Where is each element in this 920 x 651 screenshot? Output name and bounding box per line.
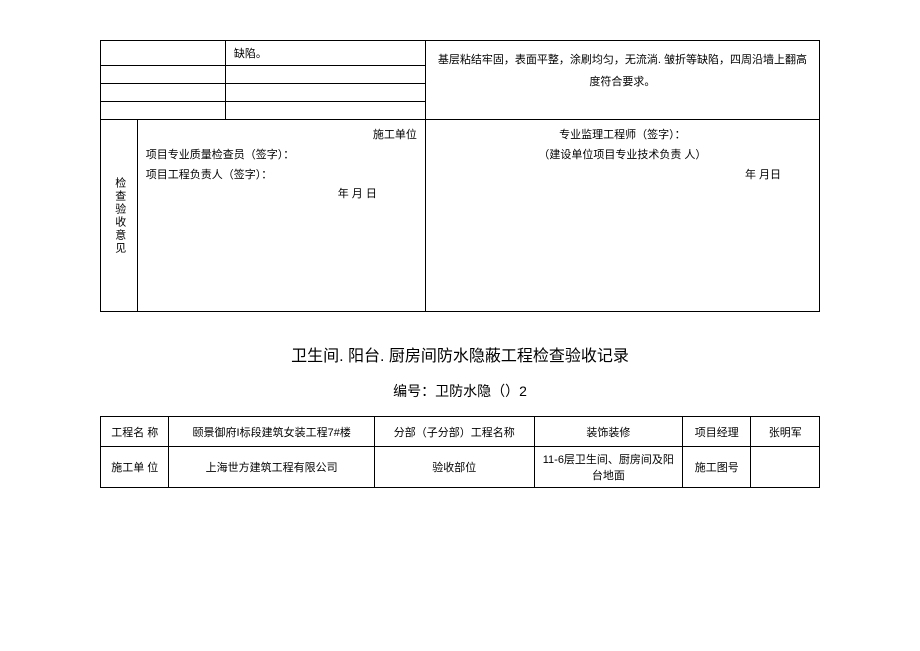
construction-signature-cell: 施工单位 项目专业质量检查员（签字）： 项目工程负责人（签字）： 年 月 日 <box>137 120 425 312</box>
sig-line: 施工单位 <box>146 126 417 146</box>
inspection-top-table: 缺陷。 基层粘结牢固，表面平整，涂刷均匀，无流淌. 皱折等缺陷，四周沿墙上翻高度… <box>100 40 820 312</box>
document-title: 卫生间. 阳台. 厨房间防水隐蔽工程检查验收记录 <box>100 342 820 366</box>
sig-date: 年 月日 <box>434 166 811 186</box>
project-name-value: 颐景御府I标段建筑女装工程7#楼 <box>169 417 374 447</box>
construction-unit-label: 施工单 位 <box>101 447 169 488</box>
empty-cell <box>101 84 226 102</box>
drawing-number-label: 施工图号 <box>683 447 751 488</box>
acceptance-position-value: 11-6层卫生间、厨房间及阳台地面 <box>534 447 682 488</box>
acceptance-result-cell: 基层粘结牢固，表面平整，涂刷均匀，无流淌. 皱折等缺陷，四周沿墙上翻高度符合要求… <box>425 41 819 120</box>
project-info-table: 工程名 称 颐景御府I标段建筑女装工程7#楼 分部（子分部）工程名称 装饰装修 … <box>100 416 820 488</box>
sig-line: 项目工程负责人（签字）： <box>146 166 417 186</box>
sig-date: 年 月 日 <box>146 185 417 205</box>
drawing-number-value <box>751 447 820 488</box>
project-manager-label: 项目经理 <box>683 417 751 447</box>
empty-cell <box>101 102 226 120</box>
sig-line: （建设单位项目专业技术负责 人） <box>434 146 811 166</box>
project-manager-value: 张明军 <box>751 417 820 447</box>
project-name-label: 工程名 称 <box>101 417 169 447</box>
empty-cell <box>101 41 226 66</box>
supervisor-signature-cell: 专业监理工程师（签字）： （建设单位项目专业技术负责 人） 年 月日 <box>425 120 819 312</box>
empty-cell <box>225 84 425 102</box>
subdivision-value: 装饰装修 <box>534 417 682 447</box>
acceptance-position-label: 验收部位 <box>374 447 534 488</box>
construction-unit-value: 上海世方建筑工程有限公司 <box>169 447 374 488</box>
sig-line: 专业监理工程师（签字）： <box>434 126 811 146</box>
defect-cell: 缺陷。 <box>225 41 425 66</box>
document-number: 编号：卫防水隐（）2 <box>100 381 820 401</box>
empty-cell <box>225 102 425 120</box>
subdivision-label: 分部（子分部）工程名称 <box>374 417 534 447</box>
sig-line: 项目专业质量检查员（签字）： <box>146 146 417 166</box>
inspection-opinion-label: 检查验收意见 <box>101 120 138 312</box>
empty-cell <box>101 66 226 84</box>
empty-cell <box>225 66 425 84</box>
